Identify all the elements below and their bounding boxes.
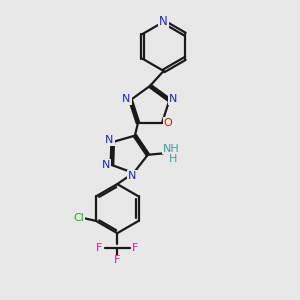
Text: F: F	[96, 243, 103, 253]
Text: N: N	[122, 94, 130, 104]
Text: N: N	[169, 94, 178, 104]
Text: O: O	[164, 118, 172, 128]
Text: F: F	[132, 243, 138, 253]
Text: N: N	[102, 160, 110, 170]
Text: N: N	[159, 15, 168, 28]
Text: N: N	[128, 171, 136, 181]
Text: H: H	[169, 154, 177, 164]
Text: F: F	[114, 256, 121, 266]
Text: NH: NH	[163, 143, 179, 154]
Text: N: N	[105, 135, 114, 145]
Text: Cl: Cl	[74, 213, 85, 223]
